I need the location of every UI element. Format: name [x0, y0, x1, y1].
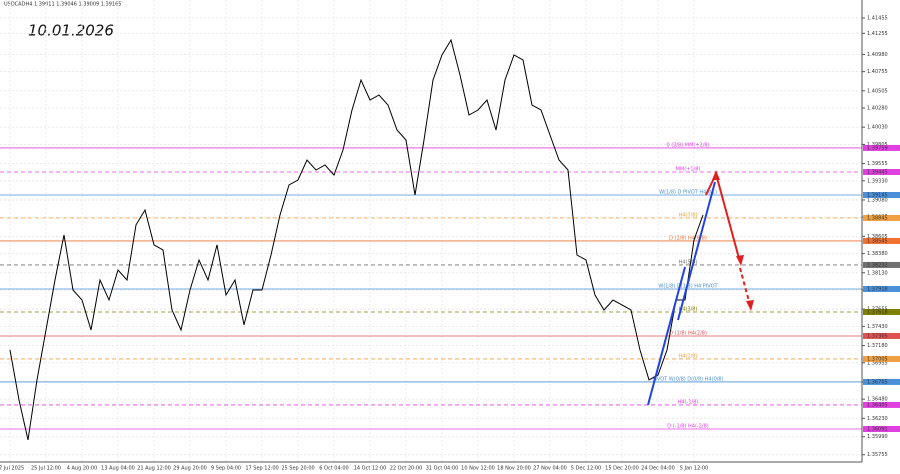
x-tick-label: 9 Sep 04:00 — [211, 466, 241, 472]
level-price: 1.39759 — [867, 145, 888, 151]
level-price-box — [863, 169, 900, 176]
trend-line — [647, 266, 686, 406]
level-label: H4(7/8) — [679, 212, 698, 218]
x-tick-label: 13 Aug 04:00 — [101, 466, 135, 472]
level-price: 1.37618 — [867, 309, 888, 315]
level-price: 1.36705 — [867, 379, 888, 385]
level-price: 1.36091 — [867, 426, 888, 432]
level-label: H4(5/8) — [679, 259, 698, 265]
date-annotation: 10.01.2026 — [28, 22, 114, 40]
level-price-box — [863, 308, 900, 315]
level-label: H4(3/8) — [679, 306, 698, 312]
y-tick-label: 1.39555 — [867, 161, 888, 167]
x-tick-label: 18 Nov 20:00 — [497, 466, 531, 472]
y-tick-label: 1.36230 — [867, 416, 888, 422]
level-label: W(1/8) D PIVOT H4R(1) — [659, 189, 717, 195]
level-price: 1.36405 — [867, 402, 888, 408]
y-tick-label: 1.40280 — [867, 106, 888, 112]
y-tick-label: 1.40505 — [867, 88, 888, 94]
y-tick-label: 1.38605 — [867, 234, 888, 240]
y-tick-label: 1.41255 — [867, 31, 888, 37]
level-label: MM(+1/8) — [676, 167, 701, 173]
level-price-box — [863, 332, 900, 339]
level-price-box — [863, 401, 900, 408]
y-tick-label: 1.35755 — [867, 452, 888, 458]
forecast-dashed — [739, 267, 751, 306]
arrow-head — [712, 170, 720, 180]
y-tick-label: 1.36480 — [867, 397, 888, 403]
y-tick-label: 1.39330 — [867, 178, 888, 184]
x-tick-label: 5 Dec 12:00 — [571, 466, 601, 472]
level-price: 1.37005 — [867, 356, 888, 362]
level-label: D (1/8) H4(2/8) — [669, 330, 707, 336]
x-tick-label: 17 Sep 12:00 — [245, 466, 278, 472]
level-price-box — [863, 144, 900, 151]
y-tick-label: 1.41455 — [867, 16, 888, 22]
y-tick-label: 1.39805 — [867, 142, 888, 148]
x-tick-label: 22 Oct 20:00 — [390, 466, 423, 472]
y-tick-label: 1.40755 — [867, 69, 888, 75]
level-label: H4(-1/8) — [678, 399, 699, 405]
x-tick-label: 25 Sep 20:00 — [281, 466, 314, 472]
y-tick-label: 1.37180 — [867, 343, 888, 349]
level-label: 0 (3/8) MM(+2/8) — [666, 142, 709, 148]
y-tick-label: 1.38130 — [867, 270, 888, 276]
level-price: 1.37305 — [867, 333, 888, 339]
x-tick-label: 21 Aug 12:00 — [137, 466, 171, 472]
level-label: D (2/8) H4(6/8) — [669, 235, 707, 241]
trend-line — [677, 181, 716, 321]
level-price: 1.37918 — [867, 286, 888, 292]
price-line — [9, 38, 704, 441]
x-tick-label: 6 Oct 04:00 — [319, 466, 348, 472]
y-tick-label: 1.38380 — [867, 251, 888, 257]
x-tick-label: 15 Dec 20:00 — [605, 466, 639, 472]
x-tick-label: 31 Oct 04:00 — [426, 466, 459, 472]
level-label: H4(1/8) — [679, 353, 698, 359]
y-tick-label: 1.35990 — [867, 434, 888, 440]
level-price-box — [863, 261, 900, 268]
level-price-box — [863, 191, 900, 198]
x-tick-label: 5 Jan 12:00 — [680, 466, 708, 472]
y-tick-label: 1.36955 — [867, 360, 888, 366]
level-price-box — [863, 214, 900, 221]
x-tick-label: 17 Jul 2025 — [0, 466, 24, 472]
level-label: PIVOT W(0/8) D(0/8) H4(0/8) — [652, 376, 723, 382]
level-price: 1.39445 — [867, 170, 888, 176]
forecast-arrows — [647, 170, 754, 406]
level-price: 1.38232 — [867, 262, 888, 268]
level-price-box — [863, 237, 900, 244]
chart-title: USDCADH4 1.39011 1.39046 1.39009 1.39165 — [4, 2, 121, 8]
x-tick-label: 14 Oct 12:00 — [354, 466, 387, 472]
level-label: D (-1/8) H4(-2/8) — [667, 423, 709, 429]
x-tick-label: 10 Nov 12:00 — [461, 466, 495, 472]
y-tick-label: 1.37430 — [867, 324, 888, 330]
level-label: W(1/8) D(1/8) H4 PIVOT — [658, 283, 718, 289]
arrow-head — [746, 300, 754, 311]
x-tick-label: 24 Dec 04:00 — [641, 466, 675, 472]
arrow-head — [736, 255, 744, 266]
x-tick-label: 4 Aug 20:00 — [67, 466, 98, 472]
level-price-box — [863, 425, 900, 432]
x-tick-label: 27 Nov 04:00 — [533, 466, 567, 472]
level-price-box — [863, 355, 900, 362]
level-price-box — [863, 285, 900, 292]
y-tick-label: 1.39080 — [867, 197, 888, 203]
y-tick-label: 1.40030 — [867, 125, 888, 131]
level-price: 1.38845 — [867, 215, 888, 221]
level-price-box — [863, 378, 900, 385]
level-price: 1.38545 — [867, 238, 888, 244]
x-tick-label: 29 Aug 20:00 — [173, 466, 207, 472]
y-tick-label: 1.40980 — [867, 52, 888, 58]
level-price: 1.39145 — [867, 192, 888, 198]
x-tick-label: 25 Jul 12:00 — [31, 466, 61, 472]
